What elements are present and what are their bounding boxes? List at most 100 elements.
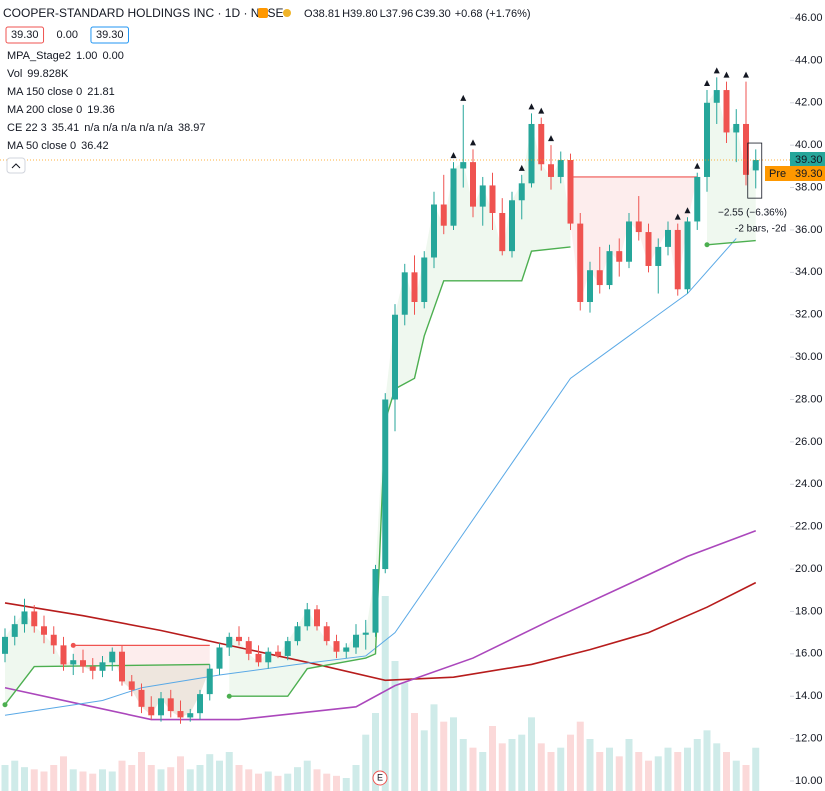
ohlc-key: H [342,8,350,20]
candle-body [323,626,330,642]
legend: COOPER-STANDARD HOLDINGS INC · 1D · NYSE… [3,6,531,174]
candle-body [723,90,730,133]
volume-bar [664,747,672,791]
volume-bar [284,773,292,791]
volume-bar [459,739,467,791]
candle-body [343,647,350,652]
measure-bars: -2 bars, -2d [735,224,786,235]
candle-body [50,634,57,646]
y-tick-label: 24.00 [795,478,823,490]
legend-item: 35.41 [52,122,80,134]
volume-bar [206,754,214,791]
y-tick-label: 10.00 [795,775,823,787]
candle-body [148,706,155,716]
ohlc-key: C [415,8,423,20]
signal-marker [743,71,749,78]
volume-bar [654,756,662,791]
session-icon [283,9,291,17]
candle-body [401,272,408,315]
signal-marker [460,94,467,101]
price-tag-label: 39.30 [795,154,823,166]
signal-marker [470,139,476,146]
candle-body [713,90,720,103]
volume-bar [508,739,516,791]
candle-body [743,123,749,175]
candle-body [704,102,710,177]
candle-body [70,660,77,665]
candle-body [333,641,340,652]
signal-marker [694,162,701,169]
candle-body [177,711,184,718]
lines [2,174,757,721]
volume-bar [469,747,477,791]
volume-bar [79,771,87,791]
y-tick-label: 12.00 [795,733,823,745]
y-tick-label: 44.00 [795,54,823,66]
volume-bar [674,752,682,791]
y-tick-label: 16.00 [795,648,823,660]
volume-bar [118,760,126,791]
volume-bar [303,760,311,791]
volume-bar [586,739,594,791]
candle-body [11,624,18,637]
legend-item: 36.42 [81,140,109,152]
y-tick-label: 28.00 [795,393,823,405]
volume-bar [732,760,740,791]
ce-fill [5,611,210,718]
candle-body [294,626,301,642]
candle-body [411,272,418,303]
candles [2,67,759,724]
signal-marker [518,164,525,171]
volume-bar [557,747,565,791]
candle-body [674,229,681,290]
candle-body [119,651,125,682]
volume-bar [479,752,487,791]
collapse-button[interactable] [6,157,26,174]
volume-bar [128,765,136,791]
volume-bar [89,773,97,791]
legend-item: MA 50 close 0 [7,140,76,152]
volume-bar [333,775,340,791]
signal-marker [674,213,681,220]
volume-bar [635,752,643,791]
ohlc-key: O [304,8,313,20]
ce-fill [707,90,756,245]
ohlc-value: 37.96 [386,8,414,20]
y-tick-label: 22.00 [795,521,823,533]
volume-bar [255,773,262,791]
y-tick-label: 46.00 [795,12,823,24]
volume-bar [245,769,253,791]
volume-bar [21,767,28,791]
volume-bar [547,752,555,791]
volume-bar [40,771,48,791]
candle-body [655,246,662,266]
candle-body [606,251,613,286]
line [4,238,737,716]
candle-body [635,221,642,233]
volume-bar [615,756,623,791]
signal-marker [538,107,545,114]
volume-bar [411,713,418,791]
candle-body [60,645,67,665]
signal-marker [684,207,691,214]
volume-bar [30,769,38,791]
candle-body [557,160,564,177]
ohlc-value: 39.30 [423,8,451,20]
volume-bar [567,734,574,791]
flag-icon [258,8,268,18]
volume-bar [177,756,184,791]
line [4,581,757,682]
event-marker[interactable] [372,770,388,786]
volume-bar [225,752,233,791]
candle-body [197,694,203,714]
signal-marker [528,103,535,110]
candle-body [99,662,106,671]
volume-bar [401,682,409,791]
volume-bar [430,704,438,791]
candle-body [109,651,116,663]
candle-body [665,229,671,247]
legend-item: MA 150 close 0 [7,86,82,98]
price-box-label: 39.30 [11,29,39,41]
volume-pane [1,596,760,791]
